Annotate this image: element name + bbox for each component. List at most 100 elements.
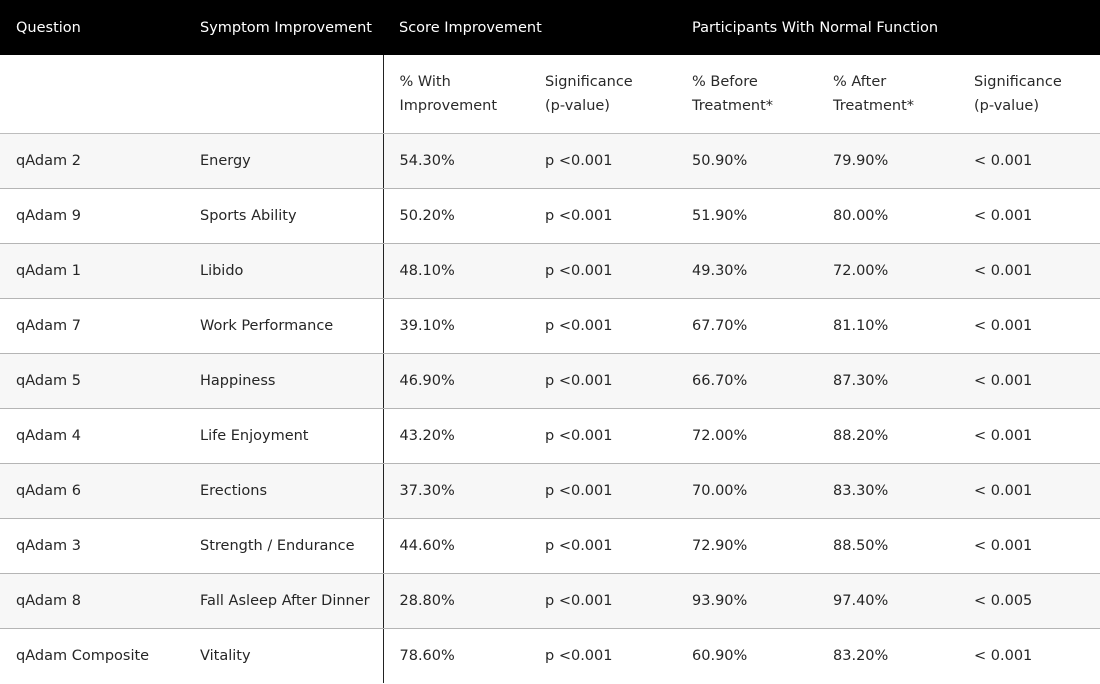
- cell-before: 67.70%: [676, 298, 818, 354]
- cell-sig-score: p <0.001: [529, 573, 677, 629]
- cell-after: 83.30%: [817, 463, 959, 519]
- table-row: qAdam 7 Work Performance 39.10% p <0.001…: [0, 298, 1100, 354]
- cell-symptom: Strength / Endurance: [184, 518, 383, 574]
- cell-pct-improvement: 54.30%: [382, 133, 529, 189]
- subheader-empty: [184, 55, 383, 134]
- subheader-pct-before: % Before Treatment*: [676, 55, 818, 134]
- cell-sig-score: p <0.001: [529, 243, 677, 299]
- cell-after: 88.20%: [817, 408, 959, 464]
- cell-before: 66.70%: [676, 353, 818, 409]
- cell-sig-score: p <0.001: [529, 133, 677, 189]
- cell-after: 80.00%: [817, 188, 959, 244]
- header-question: Question: [0, 0, 184, 55]
- cell-pct-improvement: 48.10%: [382, 243, 529, 299]
- header-participants-normal-function: Participants With Normal Function: [676, 0, 1100, 55]
- cell-pct-improvement: 44.60%: [382, 518, 529, 574]
- table-row: qAdam 3 Strength / Endurance 44.60% p <0…: [0, 518, 1100, 574]
- cell-after: 72.00%: [817, 243, 959, 299]
- table-row: qAdam 4 Life Enjoyment 43.20% p <0.001 7…: [0, 408, 1100, 464]
- cell-symptom: Work Performance: [184, 298, 383, 354]
- cell-question: qAdam 8: [0, 573, 184, 629]
- subheader-significance-score-label: Significance (p-value): [545, 74, 633, 114]
- cell-question: qAdam Composite: [0, 628, 184, 683]
- subheader-empty: [0, 55, 184, 134]
- cell-sig-score: p <0.001: [529, 408, 677, 464]
- table-row: qAdam 2 Energy 54.30% p <0.001 50.90% 79…: [0, 133, 1100, 189]
- cell-after: 83.20%: [817, 628, 959, 683]
- subheader-pct-with-improvement-label: % With Improvement: [399, 74, 498, 114]
- cell-sig-normal: < 0.001: [958, 133, 1100, 189]
- subheader-row: % With Improvement Significance (p-value…: [0, 55, 1100, 134]
- cell-before: 93.90%: [676, 573, 818, 629]
- cell-pct-improvement: 28.80%: [382, 573, 529, 629]
- subheader-significance-normal: Significance (p-value): [958, 55, 1100, 134]
- table-row: qAdam 8 Fall Asleep After Dinner 28.80% …: [0, 573, 1100, 629]
- cell-sig-normal: < 0.001: [958, 188, 1100, 244]
- cell-question: qAdam 2: [0, 133, 184, 189]
- cell-pct-improvement: 46.90%: [382, 353, 529, 409]
- cell-after: 87.30%: [817, 353, 959, 409]
- cell-sig-score: p <0.001: [529, 298, 677, 354]
- cell-sig-normal: < 0.001: [958, 463, 1100, 519]
- cell-sig-normal: < 0.001: [958, 298, 1100, 354]
- cell-question: qAdam 7: [0, 298, 184, 354]
- cell-pct-improvement: 37.30%: [382, 463, 529, 519]
- cell-sig-normal: < 0.001: [958, 628, 1100, 683]
- header-row: Question Symptom Improvement Score Impro…: [0, 0, 1100, 55]
- table-body: qAdam 2 Energy 54.30% p <0.001 50.90% 79…: [0, 133, 1100, 683]
- subheader-pct-before-label: % Before Treatment*: [692, 74, 774, 114]
- cell-sig-score: p <0.001: [529, 463, 677, 519]
- cell-pct-improvement: 50.20%: [382, 188, 529, 244]
- cell-question: qAdam 5: [0, 353, 184, 409]
- cell-before: 72.90%: [676, 518, 818, 574]
- cell-after: 88.50%: [817, 518, 959, 574]
- table-row: qAdam 1 Libido 48.10% p <0.001 49.30% 72…: [0, 243, 1100, 299]
- cell-symptom: Energy: [184, 133, 383, 189]
- header-score-improvement: Score Improvement: [383, 0, 677, 55]
- cell-question: qAdam 1: [0, 243, 184, 299]
- cell-after: 81.10%: [817, 298, 959, 354]
- table-header: Question Symptom Improvement Score Impro…: [0, 0, 1100, 134]
- cell-pct-improvement: 39.10%: [382, 298, 529, 354]
- cell-symptom: Vitality: [184, 628, 383, 683]
- cell-question: qAdam 9: [0, 188, 184, 244]
- header-symptom-improvement: Symptom Improvement: [184, 0, 383, 55]
- subheader-pct-after-label: % After Treatment*: [833, 74, 915, 114]
- subheader-pct-after: % After Treatment*: [817, 55, 959, 134]
- cell-sig-normal: < 0.001: [958, 353, 1100, 409]
- cell-after: 97.40%: [817, 573, 959, 629]
- table-row: qAdam Composite Vitality 78.60% p <0.001…: [0, 628, 1100, 683]
- cell-after: 79.90%: [817, 133, 959, 189]
- cell-sig-normal: < 0.001: [958, 243, 1100, 299]
- subheader-significance-score: Significance (p-value): [529, 55, 677, 134]
- cell-sig-score: p <0.001: [529, 628, 677, 683]
- cell-before: 70.00%: [676, 463, 818, 519]
- table-row: qAdam 6 Erections 37.30% p <0.001 70.00%…: [0, 463, 1100, 519]
- cell-sig-normal: < 0.001: [958, 408, 1100, 464]
- cell-question: qAdam 6: [0, 463, 184, 519]
- cell-question: qAdam 4: [0, 408, 184, 464]
- cell-before: 49.30%: [676, 243, 818, 299]
- cell-before: 50.90%: [676, 133, 818, 189]
- cell-question: qAdam 3: [0, 518, 184, 574]
- cell-pct-improvement: 78.60%: [382, 628, 529, 683]
- cell-symptom: Happiness: [184, 353, 383, 409]
- cell-before: 60.90%: [676, 628, 818, 683]
- cell-sig-normal: < 0.001: [958, 518, 1100, 574]
- table-row: qAdam 5 Happiness 46.90% p <0.001 66.70%…: [0, 353, 1100, 409]
- cell-symptom: Sports Ability: [184, 188, 383, 244]
- cell-symptom: Life Enjoyment: [184, 408, 383, 464]
- table-row: qAdam 9 Sports Ability 50.20% p <0.001 5…: [0, 188, 1100, 244]
- cell-pct-improvement: 43.20%: [382, 408, 529, 464]
- cell-symptom: Fall Asleep After Dinner: [184, 573, 383, 629]
- subheader-significance-normal-label: Significance (p-value): [974, 74, 1062, 114]
- cell-symptom: Libido: [184, 243, 383, 299]
- cell-sig-score: p <0.001: [529, 518, 677, 574]
- cell-sig-normal: < 0.005: [958, 573, 1100, 629]
- subheader-pct-with-improvement: % With Improvement: [382, 55, 529, 134]
- cell-sig-score: p <0.001: [529, 353, 677, 409]
- cell-symptom: Erections: [184, 463, 383, 519]
- cell-sig-score: p <0.001: [529, 188, 677, 244]
- cell-before: 72.00%: [676, 408, 818, 464]
